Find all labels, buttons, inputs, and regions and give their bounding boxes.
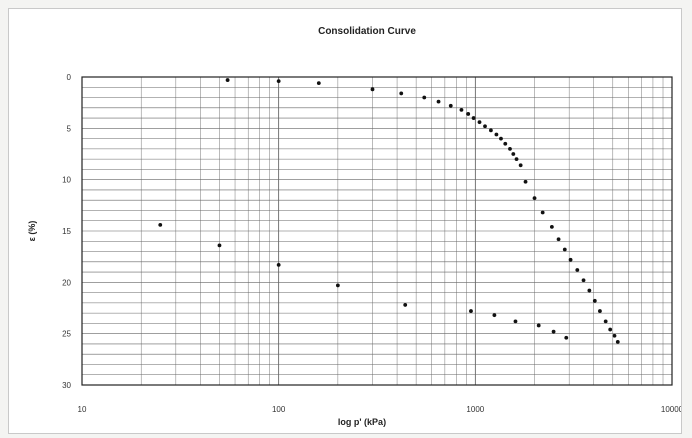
data-point-22 <box>532 196 537 201</box>
data-point-20 <box>518 163 523 168</box>
data-points <box>158 78 620 344</box>
data-point-13 <box>489 128 493 133</box>
y-tick-label-6: 30 <box>62 381 71 390</box>
data-point-27 <box>568 257 573 262</box>
data-point-24 <box>549 224 554 229</box>
data-point-26 <box>562 247 567 252</box>
data-point-38 <box>551 329 556 334</box>
data-point-35 <box>612 333 617 338</box>
data-point-41 <box>492 313 497 318</box>
x-tick-label-2: 1000 <box>466 405 484 414</box>
y-tick-label-1: 5 <box>67 124 72 133</box>
data-point-2 <box>316 81 321 86</box>
data-point-37 <box>564 335 569 340</box>
data-point-10 <box>471 116 476 120</box>
data-point-30 <box>587 288 592 293</box>
y-tick-label-5: 25 <box>62 330 71 339</box>
y-tick-labels: 0 5 10 15 20 25 30 <box>62 73 71 390</box>
data-point-34 <box>608 327 613 332</box>
data-point-43 <box>403 303 408 307</box>
data-point-25 <box>556 237 561 242</box>
data-point-1 <box>276 79 281 84</box>
data-point-28 <box>575 268 580 272</box>
data-point-9 <box>466 112 471 116</box>
x-tick-label-0: 10 <box>78 405 87 414</box>
x-tick-labels: 10 100 1000 10000 <box>78 405 681 414</box>
data-point-32 <box>598 309 602 313</box>
data-point-40 <box>513 319 518 324</box>
data-point-5 <box>422 95 427 100</box>
data-point-15 <box>499 136 503 141</box>
data-point-45 <box>276 262 281 267</box>
data-point-12 <box>483 124 487 129</box>
data-point-44 <box>335 283 340 288</box>
data-point-16 <box>503 141 508 146</box>
data-point-3 <box>370 87 375 92</box>
data-point-23 <box>540 210 545 215</box>
data-point-46 <box>217 243 222 248</box>
data-point-47 <box>158 222 163 227</box>
y-tick-label-4: 20 <box>62 278 71 287</box>
data-point-6 <box>436 99 441 104</box>
data-point-17 <box>508 146 512 151</box>
data-point-14 <box>494 132 499 137</box>
chart-frame: 10 100 1000 10000 0 5 10 15 20 25 30 Consolidatio… <box>8 8 682 434</box>
data-point-7 <box>448 103 453 108</box>
y-axis-label: ε (%) <box>27 221 37 242</box>
y-tick-label-2: 10 <box>62 176 71 185</box>
data-point-19 <box>514 157 519 162</box>
y-tick-label-0: 0 <box>67 73 72 82</box>
data-point-33 <box>603 319 608 324</box>
data-point-8 <box>459 107 464 112</box>
data-point-36 <box>615 339 620 344</box>
data-point-29 <box>581 278 586 283</box>
x-tick-label-3: 10000 <box>661 405 681 414</box>
chart: 10 100 1000 10000 0 5 10 15 20 25 30 Consolidatio… <box>27 26 681 427</box>
data-point-21 <box>523 179 528 184</box>
data-point-42 <box>469 309 473 313</box>
data-point-18 <box>511 152 516 156</box>
grid <box>81 76 672 386</box>
data-point-0 <box>225 78 230 82</box>
plot-border <box>81 76 673 386</box>
y-tick-label-3: 15 <box>62 227 71 236</box>
x-axis-label: log p' (kPa) <box>338 417 386 427</box>
data-point-4 <box>399 91 404 96</box>
data-point-31 <box>592 298 597 303</box>
data-point-11 <box>477 120 482 125</box>
x-tick-label-1: 100 <box>272 405 286 414</box>
data-point-39 <box>536 323 541 328</box>
chart-title: Consolidation Curve <box>318 26 416 37</box>
